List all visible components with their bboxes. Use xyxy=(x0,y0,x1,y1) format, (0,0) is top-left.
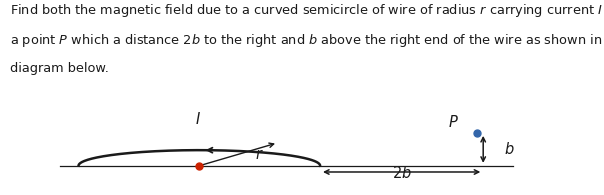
Text: $P$: $P$ xyxy=(448,114,458,130)
Text: $2b$: $2b$ xyxy=(392,165,411,181)
Text: a point $P$ which a distance $2b$ to the right and $b$ above the right end of th: a point $P$ which a distance $2b$ to the… xyxy=(10,32,604,49)
Text: $r$: $r$ xyxy=(255,148,264,162)
Text: Find both the magnetic field due to a curved semicircle of wire of radius $r$ ca: Find both the magnetic field due to a cu… xyxy=(10,2,604,19)
Text: $b$: $b$ xyxy=(504,141,515,157)
Text: $I$: $I$ xyxy=(195,111,201,127)
Text: diagram below.: diagram below. xyxy=(10,62,109,75)
